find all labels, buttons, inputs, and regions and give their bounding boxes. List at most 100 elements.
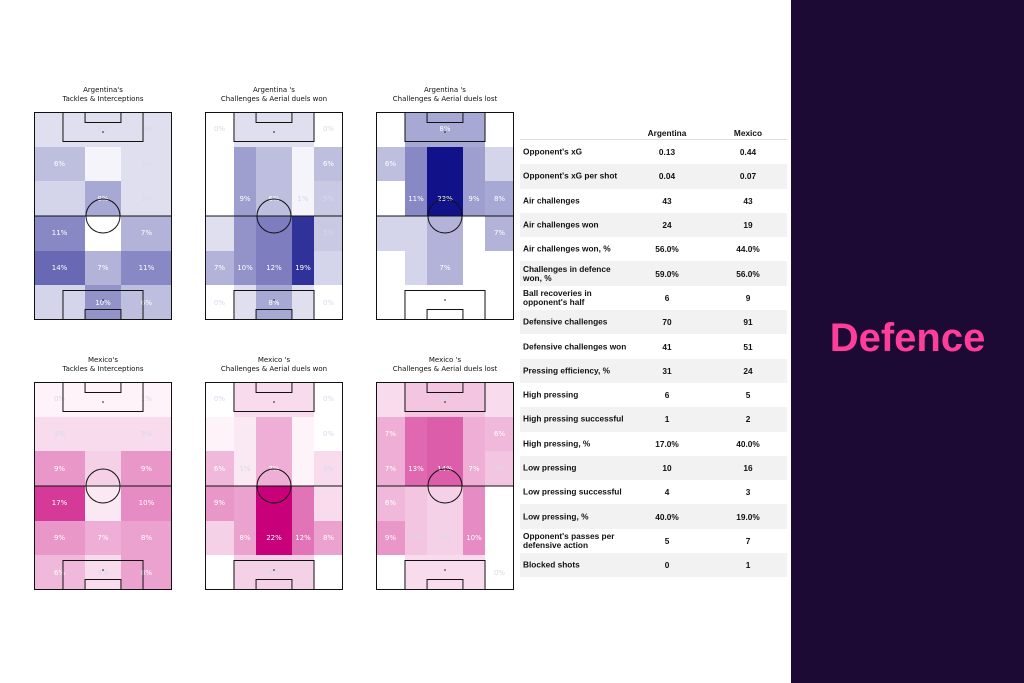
heatmap-cell: 10%: [462, 520, 486, 556]
pitch-title: Mexico 's Challenges & Aerial duels lost: [356, 356, 534, 374]
mexico-value: 5: [745, 390, 751, 401]
pitch-title-line1: Mexico 's: [257, 356, 291, 364]
heatmap-cell: 4%: [314, 250, 343, 286]
heatmap-cell: 3%: [120, 416, 172, 452]
top-penalty-box: [233, 382, 315, 412]
heatmap-cell: 1%: [291, 181, 315, 216]
mexico-value: 2: [745, 414, 751, 425]
heatmap-cell: [427, 146, 463, 182]
pitch-heatmap: 5% 7% 6% 7% 13% 14% 7% 5% 6% 9% 5% 4% 10% 0%: [376, 382, 514, 590]
heatmap-cell: [291, 416, 315, 452]
row-label: Defensive challenges won: [523, 341, 627, 352]
heatmap-cell: 7%: [85, 250, 121, 286]
heatmap-cell: 8%: [256, 285, 292, 320]
pitch-title-line2: Tackles & Interceptions: [62, 95, 144, 103]
center-circle: [427, 468, 463, 504]
heatmap-cell: [462, 285, 486, 320]
heatmap-cell: 3%: [34, 416, 86, 452]
mexico-value: 0.07: [739, 171, 757, 182]
heatmap-cell: 0%: [314, 285, 343, 320]
heatmap-cell: 7%: [427, 250, 463, 286]
pitch-title-line1: Argentina 's: [253, 86, 295, 94]
heatmap-cell: 0%: [205, 285, 234, 320]
pitch-heatmap: 0% 0% 6% 3% 4% 8% 3% 11% 7% 14% 7% 11% 4% 10% 6%: [34, 112, 172, 320]
top-penalty-box: [62, 112, 144, 142]
table-row: Low pressing successful 4 3: [520, 480, 787, 504]
heatmap-cell: [233, 216, 257, 251]
pitch-heatmap: 0% 0% 6% 9% 6% 1% 5% 5% 7% 10% 12% 19% 4% 0% 8% 0%: [205, 112, 343, 320]
table-row: Low pressing 10 16: [520, 455, 787, 481]
mexico-value: 0.44: [739, 147, 757, 158]
heatmap-cell: [314, 555, 343, 590]
bottom-penalty-spot: [273, 569, 275, 571]
table-row: Opponent's xG 0.13 0.44: [520, 140, 787, 164]
heatmap-cell: 8%: [485, 181, 514, 216]
heatmap-cell: [404, 486, 428, 521]
heatmap-cell: [485, 112, 514, 147]
pitch-lines: [376, 112, 514, 320]
row-label: High pressing: [523, 389, 579, 400]
heatmap-cell: [376, 382, 405, 417]
pitch-title-line1: Mexico's: [87, 356, 118, 364]
heatmap-cell: 9%: [120, 451, 172, 486]
bottom-goal-box: [84, 309, 122, 320]
pitch-heatmap: 8% 6% 4% 11% 23% 9% 8% 4% 7% 7%: [376, 112, 514, 320]
top-penalty-box: [404, 112, 486, 142]
heatmap-cell: 0%: [314, 382, 343, 417]
heatmap-cell: [376, 181, 405, 216]
mexico-value: 7: [745, 535, 751, 546]
argentina-value: 0.13: [658, 147, 676, 158]
argentina-value: 70: [662, 317, 672, 328]
table-row: Pressing efficiency, % 31 24: [520, 358, 787, 383]
heatmap-cell: [485, 382, 514, 417]
heatmap-cell: [291, 285, 315, 320]
heatmap-cell: 9%: [376, 520, 405, 556]
row-label: Air challenges won: [523, 219, 599, 230]
mexico-value: 19.0%: [736, 511, 760, 522]
heatmap-cell: [291, 112, 315, 147]
heatmap-cell: [485, 285, 514, 320]
heatmap-cell: [85, 416, 121, 452]
heatmap-cell: [85, 382, 121, 417]
table-header: Argentina Mexico: [520, 126, 787, 140]
center-circle: [256, 468, 292, 504]
argentina-value: 31: [662, 365, 672, 376]
heatmap-cell: 12%: [256, 250, 292, 286]
heatmap-cell: [376, 112, 405, 147]
row-label: Low pressing successful: [523, 486, 622, 497]
row-label: Opponent's passes per defensive action: [523, 530, 615, 550]
heatmap-cell: 1%: [120, 382, 172, 417]
defence-stats-table: Argentina Mexico Opponent's xG 0.13 0.44 Op…: [520, 126, 787, 578]
pitch-heatmap: 0% 1% 3% 3% 9% 9% 17% 10% 9% 7% 8% 6% 3% 8%: [34, 382, 172, 590]
table-row: Blocked shots 0 1: [520, 553, 787, 578]
heatmap-cell: [404, 146, 428, 182]
heatmap-cell: [462, 486, 486, 521]
heatmap-cell: [427, 416, 463, 452]
row-label: Low pressing: [523, 462, 577, 473]
heatmap-cell: 0%: [314, 112, 343, 147]
heatmap-cell: 5%: [485, 451, 514, 486]
heatmap-cell: 8%: [120, 555, 172, 590]
heatmap-cell: [376, 285, 405, 320]
heatmap-cell: 3%: [314, 451, 343, 486]
mexico-value: 43: [743, 195, 753, 206]
heatmap-cell: 19%: [291, 250, 315, 286]
top-penalty-box: [404, 382, 486, 412]
bottom-penalty-box: [233, 290, 315, 320]
heatmap-cell: 0%: [205, 112, 234, 147]
heatmap-cell: [205, 555, 234, 590]
heatmap-cell: 0%: [485, 555, 514, 590]
argentina-value: 6: [664, 390, 670, 401]
heatmap-cell: [462, 146, 486, 182]
pitch-title-line1: Mexico 's: [428, 356, 462, 364]
heatmap-cell: 5%: [427, 382, 463, 417]
bottom-penalty-spot: [444, 569, 446, 571]
row-label: Ball recoveries in opponent's half: [523, 287, 592, 307]
panel-title: Defence: [829, 316, 986, 360]
top-penalty-spot: [273, 401, 275, 403]
row-label: High pressing, %: [523, 438, 591, 449]
heatmap-cell: 4%: [427, 520, 463, 556]
argentina-value: 59.0%: [655, 268, 679, 279]
argentina-value: 24: [662, 220, 672, 231]
heatmap-cell: [291, 451, 315, 486]
